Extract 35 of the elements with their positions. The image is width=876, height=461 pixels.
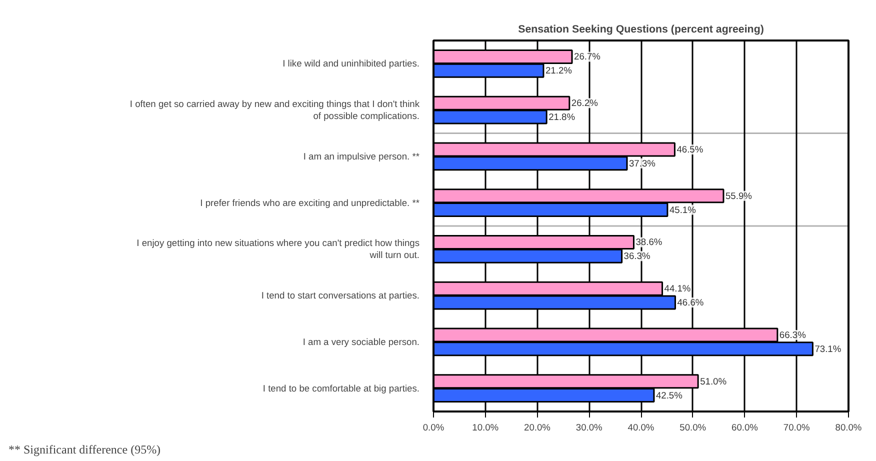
data-label: 26.7% xyxy=(574,52,600,62)
x-tick-label: 20.0% xyxy=(524,422,550,432)
data-label: 37.3% xyxy=(628,158,656,168)
data-label: 38.6% xyxy=(636,237,662,248)
y-tick-label: I am a very sociable person. xyxy=(302,336,420,347)
y-tick-label: I tend to be comfortable at big parties. xyxy=(262,383,420,394)
data-label: 45.1% xyxy=(669,204,696,215)
y-tick-label: I am an impulsive person. ** xyxy=(303,151,420,162)
data-label: 46.6% xyxy=(677,298,704,308)
y-tick-label: I often get so carried away by new and exciting things that I don't think of possible complications. xyxy=(130,99,420,122)
x-tick-label: 50.0% xyxy=(680,422,706,432)
data-label: 73.1% xyxy=(814,344,842,354)
data-label: 46.5% xyxy=(676,144,704,154)
y-tick-label: I like wild and uninhibited parties. xyxy=(282,58,420,69)
x-tick-label: 0.0% xyxy=(422,422,444,432)
y-tick-label: I prefer friends who are exciting and unpredictable. ** xyxy=(200,198,420,208)
data-label: 42.5% xyxy=(656,390,682,400)
x-tick-label: 10.0% xyxy=(472,422,499,432)
data-label: 44.1% xyxy=(664,284,691,294)
data-label: 36.3% xyxy=(624,251,650,262)
data-label: 66.3% xyxy=(779,330,806,340)
y-tick-label: I tend to start conversations at parties. xyxy=(261,290,420,301)
chart-title: Sensation Seeking Questions (percent agreeing) xyxy=(518,24,764,36)
data-label: 55.9% xyxy=(725,190,752,201)
x-tick-label: 60.0% xyxy=(732,422,758,432)
x-tick-label: 70.0% xyxy=(783,422,810,432)
data-label: 26.2% xyxy=(571,98,598,108)
data-label: 21.2% xyxy=(545,66,572,76)
text: ** Significant difference (95%) xyxy=(8,442,161,456)
x-tick-label: 30.0% xyxy=(576,422,602,432)
y-tick-label: I enjoy getting into new situations where you can't predict how things will turn out. xyxy=(136,238,420,260)
data-label: 51.0% xyxy=(700,376,727,386)
x-tick-label: 40.0% xyxy=(628,422,654,432)
x-tick-label: 80.0% xyxy=(835,422,862,432)
data-label: 21.8% xyxy=(548,112,576,122)
